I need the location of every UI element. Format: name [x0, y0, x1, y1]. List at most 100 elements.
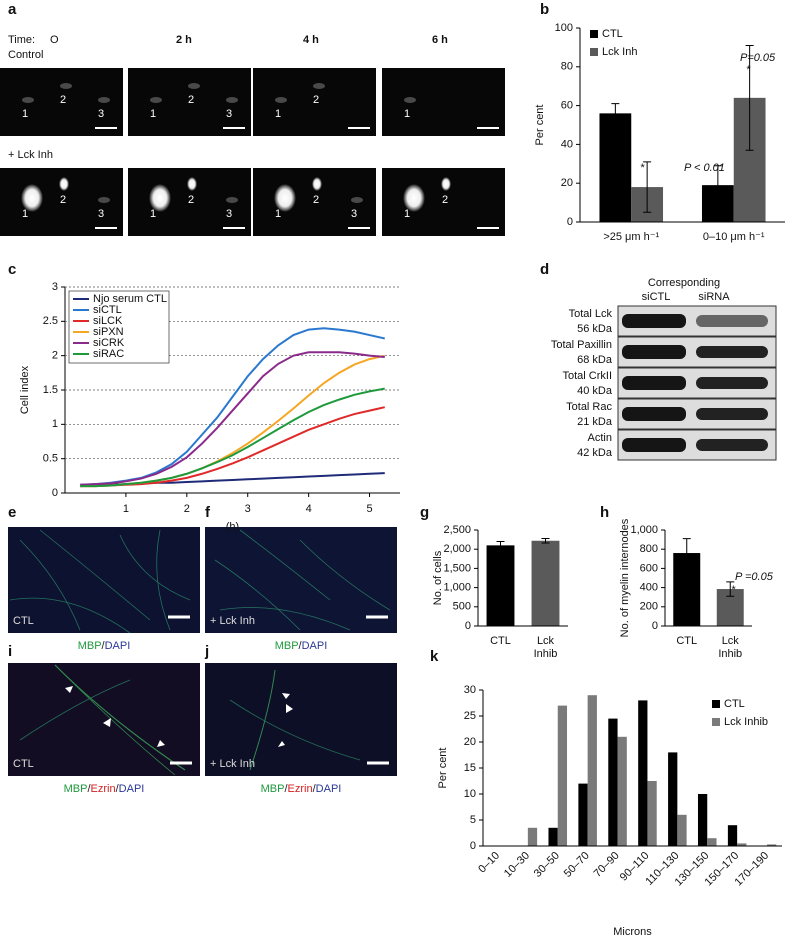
bar: [557, 705, 568, 846]
band: [622, 345, 686, 359]
blot-column: siCTL: [642, 291, 671, 303]
band: [622, 314, 686, 328]
y-axis-label: Per cent: [437, 748, 449, 789]
bar: [578, 783, 588, 846]
bar: [727, 825, 738, 846]
x-tick-label: 50–70: [562, 850, 592, 880]
x-tick-label: >25 μm h⁻¹: [603, 231, 659, 243]
time-point: 4 h: [303, 34, 319, 46]
blot-name: Total Paxillin: [551, 339, 612, 351]
panel-label: f: [205, 504, 211, 521]
image-caption: MBP/DAPI: [275, 640, 328, 652]
arrowheads: [65, 686, 293, 747]
y-tick-label: 800: [640, 543, 658, 555]
x-tick-label: 4: [306, 503, 312, 515]
y-tick-label: 20: [464, 736, 476, 748]
y-tick-label: 0: [470, 840, 476, 852]
legend-label: siCTL: [93, 304, 122, 316]
band: [696, 315, 768, 327]
caption-part: DAPI: [119, 783, 145, 795]
cell-number: 1: [22, 108, 28, 120]
panel-label: d: [540, 261, 549, 278]
caption-part: MBP: [275, 640, 299, 652]
panel-label: k: [430, 648, 439, 665]
cell: [403, 184, 425, 212]
bar: [647, 781, 657, 846]
image-caption: MBP/DAPI: [78, 640, 131, 652]
blot-size: 56 kDa: [577, 323, 613, 335]
x-tick-label-line: Lck: [537, 635, 555, 647]
caption-part: MBP: [64, 783, 88, 795]
row-label: Control: [8, 49, 43, 61]
cell: [226, 197, 238, 203]
x-tick-label: 3: [245, 503, 251, 515]
bar: [617, 736, 627, 846]
error-bar: [496, 541, 505, 550]
y-tick-label: 5: [470, 814, 476, 826]
cell-number: 3: [226, 208, 232, 220]
caption-part: /: [299, 640, 303, 652]
cell-number: 1: [150, 208, 156, 220]
cell-number: 3: [226, 108, 232, 120]
cell-number: 2: [188, 194, 194, 206]
y-tick-label: 1.5: [43, 384, 58, 396]
x-tick-label: 1: [123, 503, 129, 515]
bar: [697, 794, 708, 846]
annotation: P=0.05: [740, 52, 776, 64]
panel-label: h: [600, 504, 609, 521]
band: [696, 346, 768, 358]
x-tick-label: 0–10 μm h⁻¹: [703, 231, 765, 243]
error-bar: [713, 165, 722, 206]
y-tick-label: 40: [561, 138, 573, 150]
image-label: + Lck Inh: [210, 758, 255, 770]
y-tick-label: 200: [640, 601, 658, 613]
legend-swatch: [590, 30, 598, 38]
legend-swatch: [590, 48, 598, 56]
y-tick-label: 20: [561, 177, 573, 189]
annotation: *: [731, 584, 736, 596]
x-tick-label: Lck Inhib: [718, 635, 742, 660]
error-bar: [541, 537, 550, 544]
legend-label: CTL: [724, 698, 745, 710]
image-label: CTL: [13, 758, 34, 770]
error-bar: [726, 581, 735, 597]
y-tick-label: 0: [567, 216, 573, 228]
cell-number: 1: [275, 108, 281, 120]
caption-part: /: [116, 783, 120, 795]
legend-label: siRAC: [93, 348, 124, 360]
annotation: *: [746, 64, 751, 76]
y-tick-label: 3: [52, 281, 58, 293]
annotation: P < 0.01: [684, 162, 725, 174]
cell: [275, 97, 287, 103]
blot-name: Total Lck: [569, 308, 613, 320]
y-tick-label: 600: [640, 562, 658, 574]
band: [622, 407, 686, 421]
legend-label: Lck Inhib: [724, 716, 768, 728]
caption-part: DAPI: [105, 640, 131, 652]
cell: [274, 184, 296, 212]
x-tick-label: 30–50: [532, 850, 562, 880]
image-label: + Lck Inh: [210, 615, 255, 627]
image: [8, 527, 200, 633]
cell-number: 1: [22, 208, 28, 220]
y-tick-label: 0: [465, 620, 471, 632]
bar: [668, 752, 678, 846]
band: [622, 438, 686, 452]
blot-size: 21 kDa: [577, 416, 613, 428]
blot-size: 42 kDa: [577, 447, 613, 459]
error-bar: [682, 538, 691, 568]
y-tick-label: 30: [464, 684, 476, 696]
y-tick-label: 2.5: [43, 315, 58, 327]
band: [696, 377, 768, 389]
image: [253, 68, 376, 136]
caption-part: /: [102, 640, 106, 652]
legend-swatch: [712, 700, 720, 708]
y-tick-label: 1: [52, 418, 58, 430]
x-tick-label: 2: [184, 503, 190, 515]
bar: [531, 540, 560, 626]
blot-header: Corresponding: [648, 277, 720, 289]
legend-label: Njo serum CTL: [93, 293, 167, 305]
cell: [188, 83, 200, 89]
